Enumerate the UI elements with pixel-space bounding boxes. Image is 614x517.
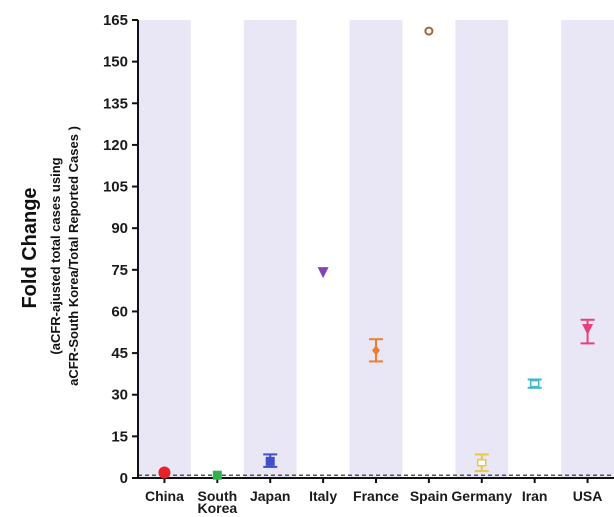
marker bbox=[158, 466, 171, 479]
y-axis-subtitle-line-1: (aCFR-ajusted total cases using bbox=[48, 157, 63, 354]
marker bbox=[582, 323, 594, 335]
x-tick-label: Spain bbox=[410, 488, 448, 504]
data-point-japan bbox=[263, 453, 278, 468]
marker bbox=[529, 379, 540, 388]
y-tick-label: 45 bbox=[111, 345, 128, 362]
category-band bbox=[138, 20, 191, 478]
data-point-italy bbox=[317, 267, 329, 279]
x-tick-label: Korea bbox=[197, 500, 237, 516]
x-tick-label: Japan bbox=[250, 488, 290, 504]
y-tick-label: 150 bbox=[103, 54, 128, 71]
y-axis-subtitle-line-2: aCFR-South Korea/Total Reported Cases ) bbox=[66, 126, 81, 386]
marker bbox=[212, 470, 222, 480]
category-band bbox=[561, 20, 614, 478]
y-axis: 0 15 30 45 60 75 90 105 120 135 150 165 bbox=[103, 12, 139, 487]
marker bbox=[477, 458, 487, 467]
category-band bbox=[455, 20, 509, 478]
marker bbox=[265, 456, 275, 466]
y-tick-label: 165 bbox=[103, 12, 128, 29]
x-tick-label: Iran bbox=[522, 488, 548, 504]
y-tick-label: 105 bbox=[103, 179, 128, 196]
marker bbox=[372, 345, 380, 356]
y-tick-label: 75 bbox=[111, 262, 128, 279]
data-point-germany bbox=[474, 453, 489, 473]
x-tick-label: China bbox=[145, 488, 184, 504]
data-point-usa bbox=[580, 318, 595, 345]
x-tick-label: France bbox=[353, 488, 399, 504]
data-point-france bbox=[369, 338, 383, 363]
y-tick-label: 90 bbox=[111, 220, 128, 237]
x-tick-label: Germany bbox=[451, 488, 512, 504]
category-band bbox=[349, 20, 403, 478]
x-tick-label: Italy bbox=[309, 488, 337, 504]
marker bbox=[424, 26, 434, 36]
data-point-spain bbox=[424, 26, 434, 36]
y-tick-label: 0 bbox=[120, 470, 128, 487]
y-axis-title: Fold Change bbox=[19, 187, 41, 308]
x-tick-label: USA bbox=[573, 488, 603, 504]
y-tick-label: 135 bbox=[103, 95, 128, 112]
category-band bbox=[243, 20, 297, 478]
x-tick-label: South bbox=[198, 488, 238, 504]
y-tick-label: 30 bbox=[111, 387, 128, 404]
marker bbox=[317, 267, 329, 279]
y-tick-label: 15 bbox=[111, 428, 128, 445]
data-marks bbox=[158, 26, 595, 480]
data-point-iran bbox=[527, 378, 542, 389]
category-bands bbox=[138, 20, 614, 478]
y-tick-label: 120 bbox=[103, 137, 128, 154]
y-tick-label: 60 bbox=[111, 303, 128, 320]
data-point-china bbox=[158, 466, 171, 479]
data-point-south-korea bbox=[212, 470, 222, 480]
